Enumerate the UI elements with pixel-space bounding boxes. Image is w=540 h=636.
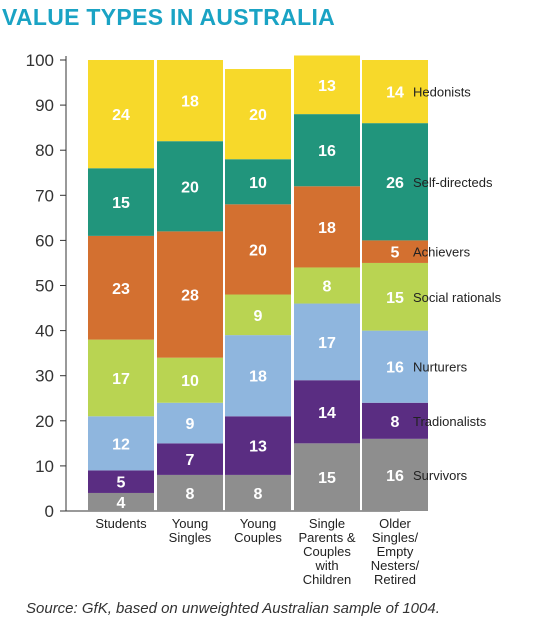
- data-label: 14: [318, 405, 336, 422]
- bar-segment-nurturers: [362, 330, 428, 403]
- y-tick-label: 10: [35, 457, 54, 476]
- data-label: 15: [386, 290, 404, 307]
- data-label: 8: [254, 486, 263, 503]
- data-label: 18: [318, 220, 336, 237]
- data-label: 16: [386, 468, 404, 485]
- data-label: 5: [391, 245, 400, 262]
- y-tick-label: 100: [26, 51, 54, 70]
- bar-segment-hedonists: [157, 60, 223, 142]
- bar-segment-achievers: [88, 235, 154, 340]
- data-label: 15: [318, 470, 336, 487]
- bar-segment-achievers: [362, 240, 428, 263]
- y-tick-label: 30: [35, 367, 54, 386]
- x-category-label: Young Singles: [169, 516, 212, 545]
- data-label: 18: [249, 369, 267, 386]
- data-label: 16: [386, 360, 404, 377]
- chart-title: VALUE TYPES IN AUSTRALIA: [2, 4, 336, 30]
- bar-segment-survivors: [225, 474, 291, 511]
- legend-label-hedonists: Hedonists: [413, 85, 471, 100]
- y-tick-label: 0: [45, 502, 54, 521]
- bar-segment-nurturers: [225, 335, 291, 417]
- data-label: 20: [181, 179, 199, 196]
- source-note: Source: GfK, based on unweighted Austral…: [26, 600, 440, 617]
- data-label: 9: [186, 416, 195, 433]
- y-tick-label: 50: [35, 277, 54, 296]
- stacked-bar-chart: 0 10 20 30 40 50 60 70 80 90 100 4 5 12 17 23 15 24 Stude…: [26, 51, 502, 587]
- y-tick-label: 80: [35, 141, 54, 160]
- y-tick-label: 90: [35, 96, 54, 115]
- data-label: 20: [249, 242, 267, 259]
- bar-segment-tradionalists: [294, 380, 360, 444]
- legend-label-achievers: Achievers: [413, 245, 471, 260]
- y-tick-label: 70: [35, 186, 54, 205]
- bar-segment-hedonists: [225, 69, 291, 160]
- bar-segment-hedonists: [88, 60, 154, 169]
- data-label: 15: [112, 195, 130, 212]
- bar-segment-nurturers: [88, 416, 154, 471]
- legend-label-tradionalists: Tradionalists: [413, 414, 487, 429]
- legend-label-self-directeds: Self-directeds: [413, 175, 493, 190]
- data-label: 17: [318, 335, 336, 352]
- x-category-label: Students: [95, 516, 147, 531]
- bar-segment-survivors: [88, 492, 154, 511]
- bar-segment-social-rationals: [88, 339, 154, 417]
- data-label: 13: [249, 439, 267, 456]
- legend-label-survivors: Survivors: [413, 468, 468, 483]
- bar-segment-hedonists: [362, 60, 428, 124]
- legend-label-nurturers: Nurturers: [413, 360, 468, 375]
- bar-segment-self-directeds: [157, 141, 223, 232]
- data-label: 8: [391, 414, 400, 431]
- data-label: 20: [249, 107, 267, 124]
- data-label: 8: [323, 279, 332, 296]
- data-label: 18: [181, 94, 199, 111]
- bar-segment-achievers: [157, 231, 223, 358]
- legend-label-social-rationals: Social rationals: [413, 290, 502, 305]
- bar-segment-hedonists: [294, 55, 360, 115]
- bar-segment-survivors: [362, 438, 428, 511]
- bar-segment-tradionalists: [362, 402, 428, 439]
- bar-segment-self-directeds: [294, 114, 360, 187]
- bar-segment-self-directeds: [225, 159, 291, 205]
- bar-segment-tradionalists: [225, 416, 291, 475]
- bar-segment-self-directeds: [362, 123, 428, 241]
- bar-segment-survivors: [294, 443, 360, 511]
- data-label: 16: [318, 143, 336, 160]
- data-label: 4: [117, 495, 126, 512]
- data-label: 10: [181, 373, 199, 390]
- data-label: 14: [386, 85, 404, 102]
- y-tick-label: 20: [35, 412, 54, 431]
- bar-segment-social-rationals: [225, 294, 291, 336]
- data-label: 23: [112, 281, 130, 298]
- bar-segment-social-rationals: [294, 267, 360, 304]
- data-label: 24: [112, 107, 130, 124]
- data-label: 8: [186, 486, 195, 503]
- x-category-label: Single Parents & Couples with Children: [298, 516, 355, 587]
- data-label: 9: [254, 308, 263, 325]
- bar-segment-nurturers: [157, 402, 223, 444]
- bar-segment-tradionalists: [88, 470, 154, 493]
- bar-segment-survivors: [157, 474, 223, 511]
- data-label: 26: [386, 175, 404, 192]
- bar-segment-social-rationals: [362, 262, 428, 331]
- bar-segment-achievers: [225, 204, 291, 295]
- data-label: 12: [112, 436, 130, 453]
- data-label: 5: [117, 475, 126, 492]
- bar-segment-tradionalists: [157, 443, 223, 475]
- data-label: 10: [249, 175, 267, 192]
- bar-segment-social-rationals: [157, 357, 223, 403]
- y-tick-label: 40: [35, 322, 54, 341]
- data-label: 7: [186, 452, 195, 469]
- bar-segment-achievers: [294, 186, 360, 268]
- data-label: 17: [112, 371, 130, 388]
- bar-segment-nurturers: [294, 303, 360, 381]
- data-label: 13: [318, 78, 336, 95]
- bar-segment-self-directeds: [88, 168, 154, 236]
- x-category-label: Older Singles/Empty Nesters/Retired: [371, 516, 420, 587]
- y-tick-label: 60: [35, 231, 54, 250]
- data-label: 28: [181, 288, 199, 305]
- x-category-label: Young Couples: [234, 516, 282, 545]
